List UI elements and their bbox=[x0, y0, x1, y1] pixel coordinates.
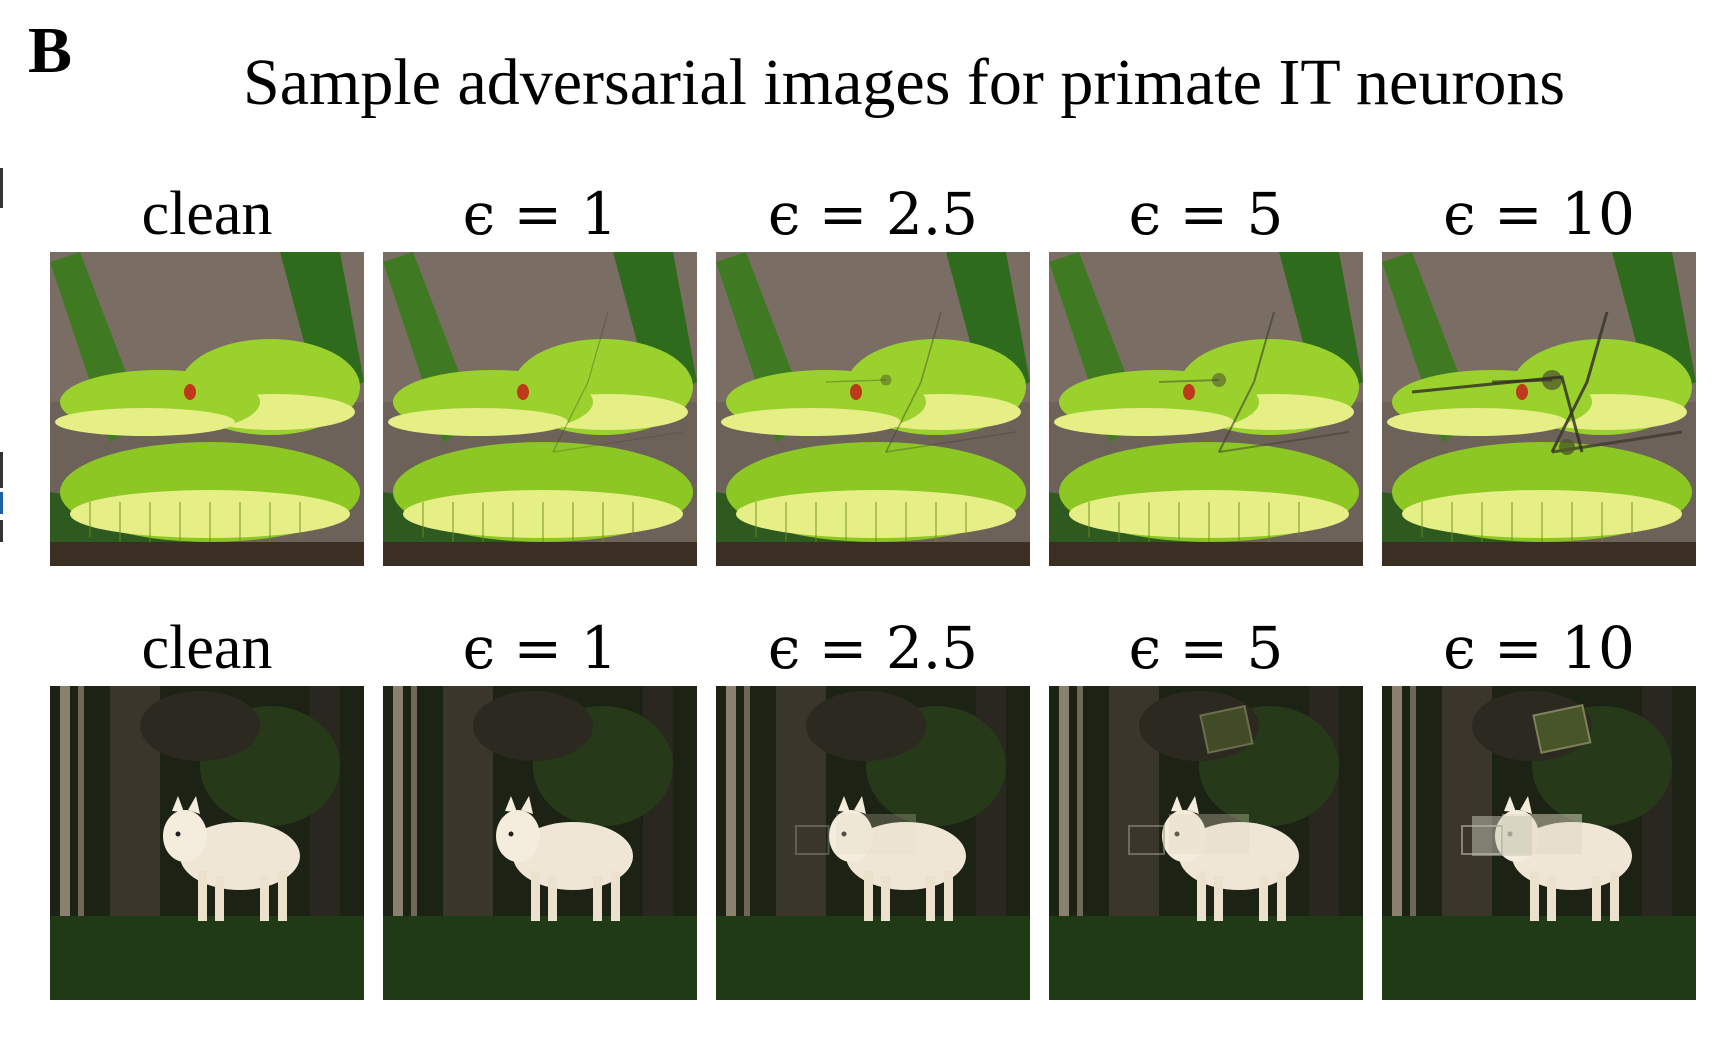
snake-image bbox=[383, 252, 697, 566]
snake-image bbox=[1049, 252, 1363, 566]
condition-label: ϵ = 5 bbox=[1128, 180, 1284, 248]
condition-label: ϵ = 1 bbox=[462, 614, 618, 682]
condition-label: ϵ = 10 bbox=[1443, 180, 1635, 248]
panel-letter: B bbox=[28, 14, 73, 87]
wolf-image bbox=[1382, 686, 1696, 1000]
condition-label: ϵ = 10 bbox=[1443, 614, 1635, 682]
snake-image bbox=[716, 252, 1030, 566]
snake-image bbox=[50, 252, 364, 566]
condition-label: clean bbox=[141, 614, 273, 682]
wolf-image bbox=[383, 686, 697, 1000]
wolf-image bbox=[50, 686, 364, 1000]
edge-crop-mark bbox=[0, 452, 3, 488]
snake-image bbox=[1382, 252, 1696, 566]
condition-label: clean bbox=[141, 180, 273, 248]
condition-label: ϵ = 2.5 bbox=[767, 614, 979, 682]
wolf-image bbox=[716, 686, 1030, 1000]
condition-label: ϵ = 2.5 bbox=[767, 180, 979, 248]
condition-label: ϵ = 1 bbox=[462, 180, 618, 248]
edge-crop-mark bbox=[0, 168, 3, 208]
edge-crop-mark bbox=[0, 492, 3, 514]
condition-label: ϵ = 5 bbox=[1128, 614, 1284, 682]
figure-title: Sample adversarial images for primate IT… bbox=[243, 46, 1565, 119]
edge-crop-mark bbox=[0, 520, 3, 542]
wolf-image bbox=[1049, 686, 1363, 1000]
